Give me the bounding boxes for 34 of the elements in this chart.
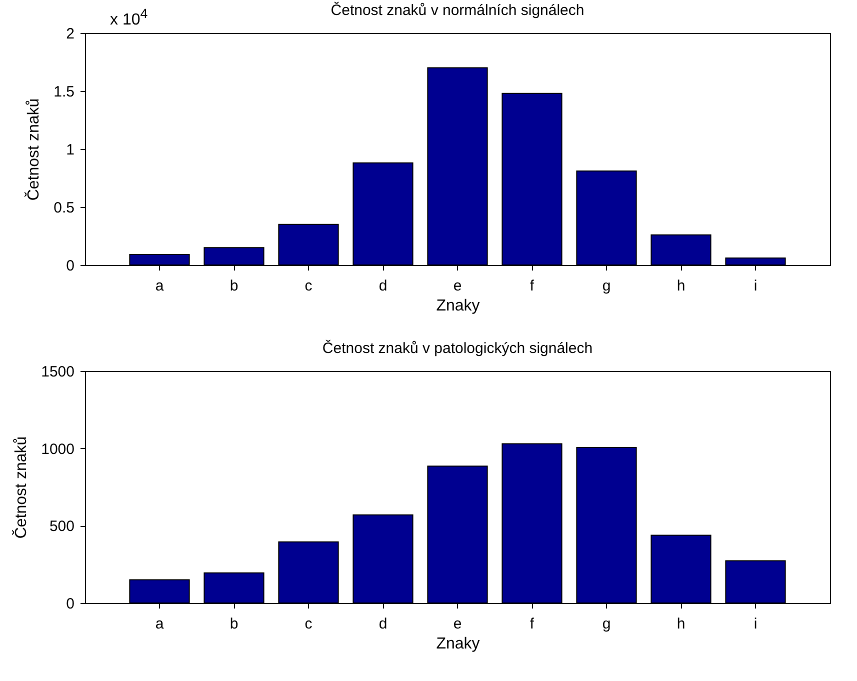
x-tick-label: e: [453, 616, 462, 632]
x-tick-label: b: [230, 278, 238, 294]
x-tick-label: f: [530, 616, 535, 632]
y-axis-title: Četnost znaků: [24, 98, 43, 201]
y-tick-label: 0.5: [54, 200, 74, 216]
x-tick-label: d: [378, 616, 388, 632]
x-tick-label: h: [676, 616, 686, 632]
y-tick-label: 1.5: [54, 84, 74, 100]
x-tick-label: c: [304, 278, 313, 294]
x-tick-label: i: [754, 278, 758, 294]
y-tick-label: 1000: [41, 440, 74, 458]
chart-title: Četnost znaků v normálních signálech: [330, 1, 584, 19]
y-axis-title: Četnost znaků: [12, 436, 30, 539]
y-tick-label: 500: [49, 518, 74, 536]
x-tick-label: b: [230, 616, 238, 632]
x-tick-label: g: [602, 278, 611, 294]
x-tick-label: h: [676, 278, 686, 294]
x-axis-title: Znaky: [436, 636, 480, 652]
x-tick-label: f: [530, 278, 535, 294]
y-tick-label: 1500: [41, 364, 74, 380]
text: x 10$^{4}$: [110, 6, 148, 30]
y-tick-label: 0: [66, 596, 74, 612]
x-tick-label: a: [155, 616, 164, 632]
x-tick-label: c: [304, 616, 313, 632]
x-tick-label: d: [378, 278, 388, 294]
x-axis-title: Znaky: [436, 298, 480, 314]
chart-title: Četnost znaků v patologických signálech: [322, 339, 593, 357]
x-tick-label: e: [453, 278, 462, 294]
y-tick-label: 1: [66, 142, 74, 158]
x-tick-label: g: [602, 616, 611, 632]
y-tick-label: 0: [66, 258, 74, 274]
x-tick-label: i: [754, 616, 758, 632]
y-tick-label: 2: [66, 26, 74, 42]
x-tick-label: a: [155, 278, 164, 294]
